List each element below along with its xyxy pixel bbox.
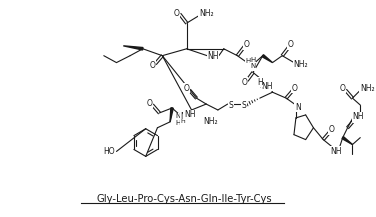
Text: O: O: [150, 61, 156, 70]
Text: NH: NH: [207, 51, 219, 60]
Text: H: H: [246, 58, 251, 64]
Text: NH: NH: [261, 82, 272, 91]
Text: NH: NH: [259, 81, 270, 90]
Text: NH: NH: [330, 147, 342, 156]
Text: O: O: [241, 78, 247, 87]
Text: NH₂: NH₂: [294, 60, 308, 69]
Text: S: S: [242, 100, 247, 110]
Text: O: O: [292, 84, 298, 93]
Text: O: O: [174, 9, 180, 18]
Text: N: N: [250, 62, 256, 69]
Text: NH: NH: [353, 112, 364, 121]
Text: NH: NH: [184, 110, 196, 119]
Text: NH: NH: [184, 110, 196, 119]
Text: N: N: [295, 102, 301, 112]
Polygon shape: [170, 108, 173, 122]
Text: HO: HO: [103, 147, 114, 156]
Text: O: O: [340, 84, 346, 93]
Text: O: O: [243, 40, 249, 49]
Text: NH₂: NH₂: [204, 117, 218, 126]
Text: H: H: [180, 119, 185, 124]
Text: O: O: [147, 99, 153, 108]
Polygon shape: [123, 46, 143, 50]
Text: N
H: N H: [175, 113, 180, 126]
Text: O: O: [353, 113, 359, 122]
Text: O: O: [329, 125, 335, 134]
Text: NH₂: NH₂: [199, 9, 214, 18]
Text: NH: NH: [207, 52, 219, 61]
Text: NH₂: NH₂: [360, 84, 374, 93]
Text: O: O: [288, 40, 294, 49]
Polygon shape: [342, 137, 352, 145]
Text: O: O: [184, 84, 190, 93]
Text: S: S: [228, 100, 233, 110]
Text: N: N: [180, 112, 186, 121]
Text: Gly-Leu-Pro-Cys-Asn-Gln-Ile-Tyr-Cys: Gly-Leu-Pro-Cys-Asn-Gln-Ile-Tyr-Cys: [97, 194, 273, 204]
Text: H: H: [257, 78, 263, 87]
Text: H
N: H N: [250, 57, 256, 70]
Polygon shape: [262, 55, 273, 62]
